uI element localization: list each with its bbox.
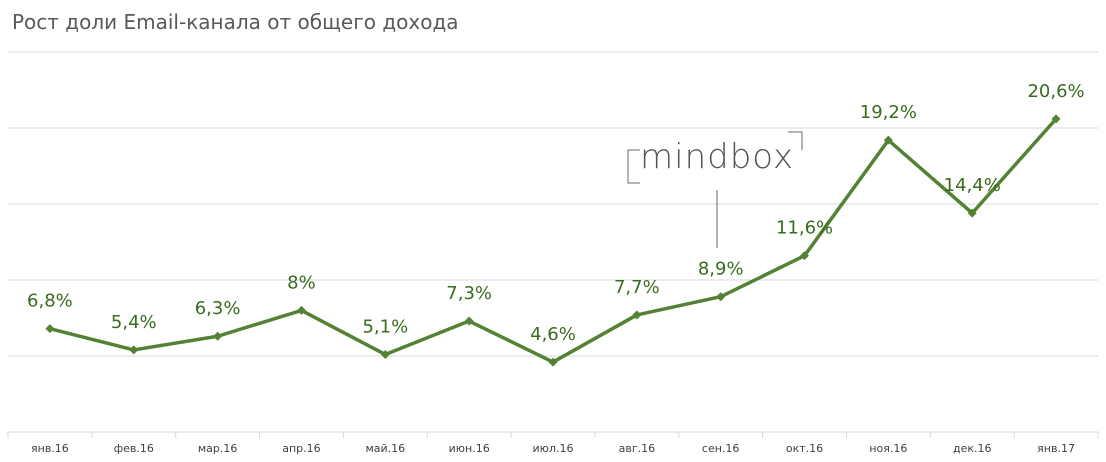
data-point xyxy=(213,331,223,341)
data-label: 14,4% xyxy=(944,175,1001,196)
data-point xyxy=(129,345,139,355)
x-tick-label: июл.16 xyxy=(533,442,574,455)
data-label: 7,3% xyxy=(446,283,492,304)
data-label: 6,3% xyxy=(195,298,241,319)
data-label: 5,4% xyxy=(111,312,157,333)
x-tick-label: июн.16 xyxy=(449,442,490,455)
data-label: 20,6% xyxy=(1027,81,1084,102)
data-label: 19,2% xyxy=(860,102,917,123)
mindbox-logo: mindbox xyxy=(627,131,803,248)
logo-bracket-right xyxy=(788,131,803,150)
x-tick-label: окт.16 xyxy=(786,442,823,455)
data-point xyxy=(1051,114,1061,124)
data-point xyxy=(296,305,306,315)
data-point xyxy=(716,292,726,302)
logo-bracket-left xyxy=(627,149,640,184)
x-tick-label: фев.16 xyxy=(114,442,154,455)
x-tick-label: май.16 xyxy=(365,442,405,455)
x-tick-label: апр.16 xyxy=(282,442,320,455)
x-tick-label: мар.16 xyxy=(198,442,238,455)
data-label: 8,9% xyxy=(698,259,744,280)
data-point xyxy=(464,316,474,326)
x-tick-label: янв.16 xyxy=(31,442,69,455)
x-tick-label: дек.16 xyxy=(953,442,992,455)
x-tick-label: сен.16 xyxy=(702,442,740,455)
logo-text: mindbox xyxy=(640,137,794,177)
data-point xyxy=(800,251,810,261)
data-label: 7,7% xyxy=(614,277,660,298)
x-tick-label: ноя.16 xyxy=(869,442,907,455)
data-label: 4,6% xyxy=(530,324,576,345)
data-point xyxy=(632,310,642,320)
x-tick-label: янв.17 xyxy=(1037,442,1075,455)
data-point xyxy=(380,349,390,359)
data-label: 11,6% xyxy=(776,218,833,239)
data-point xyxy=(548,357,558,367)
data-label: 6,8% xyxy=(27,291,73,312)
data-labels: 6,8% 5,4% 6,3% 8% 5,1% 7,3% 4,6% 7,7% 8,9% 11,6% 1… xyxy=(27,81,1085,345)
data-point xyxy=(45,324,55,334)
series xyxy=(45,114,1061,367)
gridlines xyxy=(8,51,1098,357)
data-label: 8% xyxy=(287,272,316,293)
data-point xyxy=(883,135,893,145)
data-point xyxy=(967,208,977,218)
chart-title: Рост доли Email-канала от общего дохода xyxy=(12,10,459,34)
data-label: 5,1% xyxy=(362,316,408,337)
x-tick-label: авг.16 xyxy=(619,442,656,455)
x-axis: янв.16 фев.16 мар.16 апр.16 май.16 июн.16 июл.… xyxy=(7,431,1099,455)
